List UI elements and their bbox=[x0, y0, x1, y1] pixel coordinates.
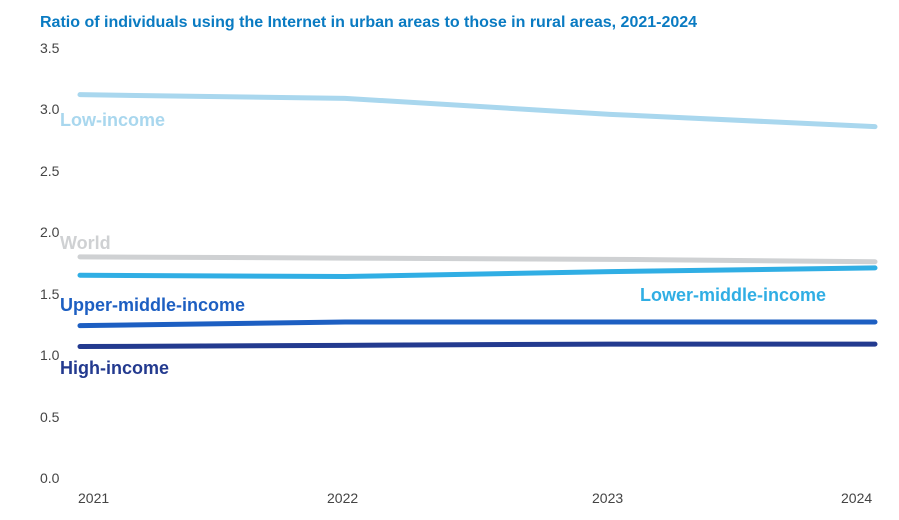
y-tick-label: 0.5 bbox=[40, 409, 59, 425]
x-tick-label: 2022 bbox=[327, 490, 358, 506]
x-tick-label: 2023 bbox=[592, 490, 623, 506]
y-tick-label: 0.0 bbox=[40, 470, 59, 486]
series-line bbox=[80, 322, 875, 326]
y-tick-label: 3.5 bbox=[40, 40, 59, 56]
series-line bbox=[80, 257, 875, 262]
y-tick-label: 1.5 bbox=[40, 286, 59, 302]
series-label: World bbox=[60, 233, 111, 254]
series-label: Upper-middle-income bbox=[60, 295, 245, 316]
line-chart bbox=[0, 0, 899, 520]
series-label: High-income bbox=[60, 358, 169, 379]
series-line bbox=[80, 268, 875, 277]
series-label: Lower-middle-income bbox=[640, 285, 826, 306]
x-tick-label: 2021 bbox=[78, 490, 109, 506]
series-line bbox=[80, 344, 875, 346]
y-tick-label: 1.0 bbox=[40, 347, 59, 363]
y-tick-label: 2.0 bbox=[40, 224, 59, 240]
series-label: Low-income bbox=[60, 110, 165, 131]
series-line bbox=[80, 95, 875, 127]
y-tick-label: 2.5 bbox=[40, 163, 59, 179]
y-tick-label: 3.0 bbox=[40, 101, 59, 117]
x-tick-label: 2024 bbox=[841, 490, 872, 506]
